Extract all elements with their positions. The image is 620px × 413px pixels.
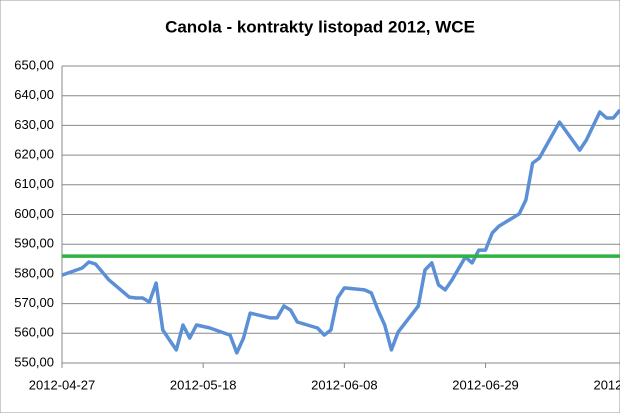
y-tick-label: 630,00 xyxy=(14,117,54,132)
x-tick-label: 2012-05-18 xyxy=(170,377,237,392)
y-tick-label: 570,00 xyxy=(14,295,54,310)
y-tick-label: 580,00 xyxy=(14,265,54,280)
series-line xyxy=(61,108,620,355)
y-tick-label: 590,00 xyxy=(14,236,54,251)
x-tick-label: 2012-06-08 xyxy=(311,377,378,392)
y-tick-label: 600,00 xyxy=(14,206,54,221)
x-tick-label: 2012-04-27 xyxy=(29,377,96,392)
y-tick-label: 550,00 xyxy=(14,354,54,369)
x-tick-label: 2012-07-20 xyxy=(593,377,620,392)
y-tick-label: 620,00 xyxy=(14,147,54,162)
y-tick-label: 560,00 xyxy=(14,325,54,340)
chart-title: Canola - kontrakty listopad 2012, WCE xyxy=(165,17,475,36)
y-tick-label: 650,00 xyxy=(14,57,54,72)
y-tick-label: 640,00 xyxy=(14,87,54,102)
y-tick-label: 610,00 xyxy=(14,176,54,191)
x-tick-label: 2012-06-29 xyxy=(452,377,519,392)
